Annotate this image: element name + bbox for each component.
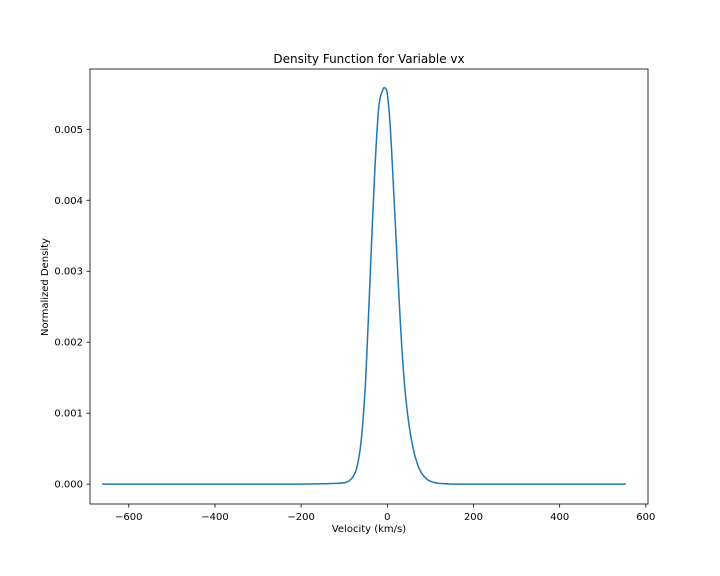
chart-title: Density Function for Variable vx [273,52,464,66]
x-tick-label: 0 [384,512,390,523]
y-tick-label: 0.003 [54,267,83,278]
plot-frame [89,68,649,505]
x-tick-label: −200 [287,512,314,523]
y-tick-label: 0.005 [54,125,83,136]
x-tick-label: 200 [464,512,483,523]
y-axis-ticks: 0.000 0.001 0.002 0.003 0.004 0.005 [54,125,90,491]
x-tick-label: −400 [201,512,228,523]
x-axis-label: Velocity (km/s) [332,524,406,535]
x-axis-ticks: −600 −400 −200 0 200 400 600 [115,504,655,523]
y-axis-label: Normalized Density [40,238,51,336]
density-series-line [102,86,626,485]
y-tick-label: 0.000 [54,480,83,491]
y-tick-label: 0.001 [54,409,83,420]
y-tick-label: 0.002 [54,338,83,349]
x-tick-label: −600 [115,512,142,523]
y-tick-label: 0.004 [54,196,83,207]
x-tick-label: 600 [636,512,655,523]
x-tick-label: 400 [550,512,569,523]
